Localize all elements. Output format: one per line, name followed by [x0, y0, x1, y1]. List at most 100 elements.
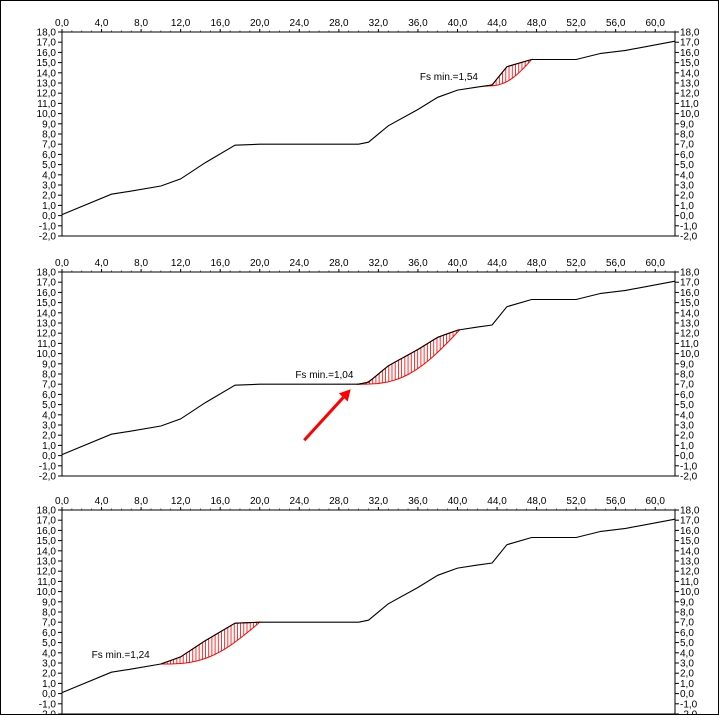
- y-tick-label-right: 6,0: [680, 150, 694, 161]
- y-tick-label-right: 14,0: [680, 68, 700, 79]
- y-tick-label-left: 5,0: [42, 160, 56, 171]
- y-tick-label-right: 12,0: [680, 567, 700, 578]
- y-tick-label-right: 2,0: [680, 191, 694, 202]
- y-tick-label-right: 4,0: [680, 648, 694, 659]
- y-tick-label-right: 9,0: [680, 597, 694, 608]
- y-tick-label-left: 4,0: [42, 170, 56, 181]
- y-tick-label-right: -2,0: [680, 472, 698, 483]
- y-tick-label-left: 12,0: [37, 329, 57, 340]
- y-tick-label-left: 13,0: [37, 557, 57, 568]
- y-tick-label-left: 13,0: [37, 319, 57, 330]
- red-arrow-head: [338, 389, 351, 402]
- y-tick-label-left: 0,0: [42, 451, 56, 462]
- x-tick-label: 8,0: [134, 496, 148, 507]
- y-tick-label-right: 5,0: [680, 400, 694, 411]
- y-tick-label-left: 14,0: [37, 546, 57, 557]
- y-tick-label-right: -1,0: [680, 699, 698, 710]
- y-tick-label-left: 16,0: [37, 288, 57, 299]
- ground-profile-line: [61, 518, 676, 694]
- y-tick-label-right: 0,0: [680, 211, 694, 222]
- x-tick-label: 36,0: [408, 258, 428, 269]
- y-tick-label-right: 2,0: [680, 669, 694, 680]
- y-tick-label-right: 6,0: [680, 628, 694, 639]
- y-tick-label-left: -1,0: [39, 221, 57, 232]
- x-tick-label: 16,0: [210, 18, 230, 29]
- y-tick-label-left: 9,0: [42, 597, 56, 608]
- y-tick-label-left: -2,0: [39, 472, 57, 483]
- x-tick-label: 60,0: [645, 18, 665, 29]
- y-tick-label-right: 10,0: [680, 587, 700, 598]
- x-tick-label: 24,0: [290, 258, 310, 269]
- x-tick-label: 52,0: [566, 496, 586, 507]
- x-tick-label: 4,0: [95, 258, 109, 269]
- y-tick-label-right: 15,0: [680, 58, 700, 69]
- y-tick-label-right: 11,0: [680, 339, 699, 350]
- x-tick-label: 20,0: [250, 18, 270, 29]
- y-tick-label-right: 11,0: [680, 577, 699, 588]
- y-tick-label-left: 15,0: [37, 58, 57, 69]
- ground-profile-line: [61, 40, 676, 216]
- x-tick-label: 60,0: [645, 258, 665, 269]
- y-tick-label-left: 15,0: [37, 298, 57, 309]
- y-tick-label-right: 12,0: [680, 89, 700, 100]
- y-tick-label-right: 0,0: [680, 689, 694, 700]
- y-tick-label-right: 13,0: [680, 557, 700, 568]
- y-tick-label-left: 4,0: [42, 410, 56, 421]
- y-tick-label-left: 9,0: [42, 359, 56, 370]
- y-tick-label-left: -1,0: [39, 699, 57, 710]
- y-tick-label-left: 11,0: [37, 577, 56, 588]
- y-tick-label-right: 16,0: [680, 526, 700, 537]
- x-tick-label: 20,0: [250, 496, 270, 507]
- x-tick-label: 12,0: [171, 258, 191, 269]
- y-tick-label-right: 6,0: [680, 390, 694, 401]
- y-tick-label-left: 18,0: [37, 506, 57, 517]
- y-tick-label-right: 8,0: [680, 370, 694, 381]
- y-tick-label-left: -1,0: [39, 461, 57, 472]
- y-tick-label-right: 12,0: [680, 329, 700, 340]
- x-tick-label: 16,0: [210, 496, 230, 507]
- x-tick-label: 12,0: [171, 18, 191, 29]
- x-tick-label: 16,0: [210, 258, 230, 269]
- x-tick-label: 40,0: [448, 496, 468, 507]
- y-tick-label-right: 1,0: [680, 679, 694, 690]
- y-tick-label-right: 10,0: [680, 349, 700, 360]
- y-tick-label-left: 6,0: [42, 628, 56, 639]
- x-tick-label: 28,0: [329, 18, 349, 29]
- y-tick-label-right: 0,0: [680, 451, 694, 462]
- x-tick-label: 12,0: [171, 496, 191, 507]
- y-tick-label-left: 5,0: [42, 400, 56, 411]
- x-tick-label: 48,0: [527, 18, 547, 29]
- x-tick-label: 4,0: [95, 18, 109, 29]
- y-tick-label-right: -1,0: [680, 221, 698, 232]
- y-tick-label-left: 8,0: [42, 370, 56, 381]
- y-tick-label-right: 16,0: [680, 48, 700, 59]
- y-tick-label-right: 1,0: [680, 201, 694, 212]
- fs-min-label: Fs min.=1,04: [295, 370, 354, 381]
- y-tick-label-left: 6,0: [42, 150, 56, 161]
- y-tick-label-left: 15,0: [37, 536, 57, 547]
- y-tick-label-left: 11,0: [37, 339, 56, 350]
- y-tick-label-left: 4,0: [42, 648, 56, 659]
- y-tick-label-right: 9,0: [680, 359, 694, 370]
- y-tick-label-left: 3,0: [42, 181, 56, 192]
- y-tick-label-right: 16,0: [680, 288, 700, 299]
- y-tick-label-left: -2,0: [39, 710, 57, 715]
- y-tick-label-right: 15,0: [680, 536, 700, 547]
- y-tick-label-right: -1,0: [680, 461, 698, 472]
- x-tick-label: 28,0: [329, 258, 349, 269]
- ground-profile-line: [61, 280, 676, 456]
- y-tick-label-left: 7,0: [42, 618, 56, 629]
- y-tick-label-right: 3,0: [680, 181, 694, 192]
- y-tick-label-left: 8,0: [42, 608, 56, 619]
- y-tick-label-right: 13,0: [680, 79, 700, 90]
- x-tick-label: 0,0: [55, 496, 69, 507]
- y-tick-label-right: 2,0: [680, 431, 694, 442]
- y-tick-label-left: 3,0: [42, 659, 56, 670]
- y-tick-label-left: 0,0: [42, 211, 56, 222]
- x-tick-label: 60,0: [645, 496, 665, 507]
- y-tick-label-right: 3,0: [680, 421, 694, 432]
- y-tick-label-left: 18,0: [37, 28, 57, 39]
- x-tick-label: 4,0: [95, 496, 109, 507]
- y-tick-label-right: 5,0: [680, 160, 694, 171]
